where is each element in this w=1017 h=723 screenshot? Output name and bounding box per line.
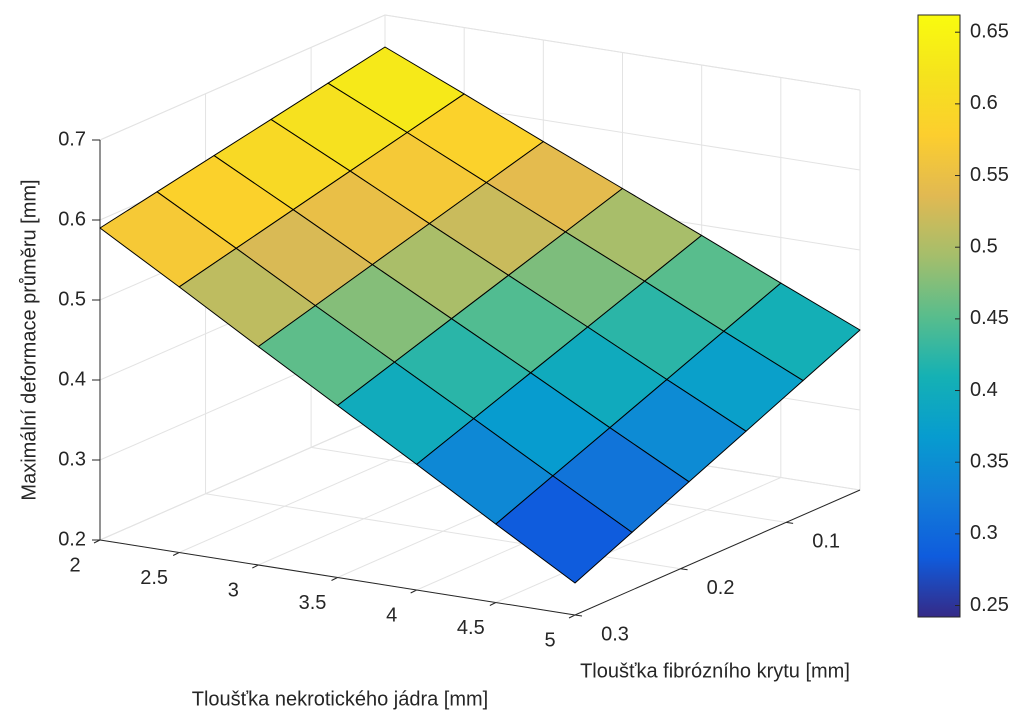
tick-mark <box>252 564 259 569</box>
y-axis-label: Tloušťka fibrózního krytu [mm] <box>580 660 850 682</box>
x-tick-label: 5 <box>544 629 555 651</box>
x-tick-label: 4.5 <box>457 617 485 639</box>
tick-mark <box>574 614 583 617</box>
axis-line <box>574 489 861 616</box>
z-tick-label: 0.3 <box>58 448 86 470</box>
tick-mark <box>680 568 688 571</box>
tick-mark <box>331 577 338 581</box>
y-tick-label: 0.3 <box>601 623 629 645</box>
colorbar-tick-label: 0.5 <box>970 235 998 257</box>
x-tick-label: 2 <box>69 554 80 576</box>
tick-mark <box>410 589 417 594</box>
y-tick-label: 0.1 <box>812 531 840 553</box>
x-tick-label: 2.5 <box>140 567 168 589</box>
tick-mark <box>172 552 180 556</box>
colorbar-tick-label: 0.25 <box>970 594 1009 616</box>
x-tick-label: 3.5 <box>299 592 327 614</box>
z-tick-label: 0.6 <box>58 208 86 230</box>
colorbar-tick-label: 0.55 <box>970 164 1009 186</box>
colorbar-tick-label: 0.4 <box>970 379 998 401</box>
grid-line <box>99 414 386 541</box>
x-tick-label: 3 <box>228 579 239 601</box>
colorbar-tick-label: 0.35 <box>970 450 1009 472</box>
axis-line <box>99 539 576 616</box>
grid-line <box>99 14 386 141</box>
z-tick-label: 0.7 <box>58 128 86 150</box>
tick-mark <box>93 539 101 544</box>
colorbar-tick-label: 0.65 <box>970 20 1009 42</box>
tick-mark <box>489 602 497 606</box>
colorbar <box>917 14 961 618</box>
tick-mark <box>568 614 576 619</box>
colorbar-tick-label: 0.3 <box>970 522 998 544</box>
y-tick-label: 0.2 <box>707 577 735 599</box>
x-tick-label: 4 <box>386 604 397 626</box>
grid-line <box>495 477 782 603</box>
tick-mark <box>786 521 794 524</box>
colorbar-tick-label: 0.45 <box>970 307 1009 329</box>
z-tick-label: 0.5 <box>58 288 86 310</box>
surface-patch <box>495 475 633 584</box>
x-axis-label: Tloušťka nekrotického jádra [mm] <box>192 688 489 710</box>
z-axis-label: Maximální deformace průměru [mm] <box>18 179 40 500</box>
colorbar-tick-label: 0.6 <box>970 92 998 114</box>
z-tick-label: 0.2 <box>58 528 86 550</box>
z-tick-label: 0.4 <box>58 368 86 390</box>
